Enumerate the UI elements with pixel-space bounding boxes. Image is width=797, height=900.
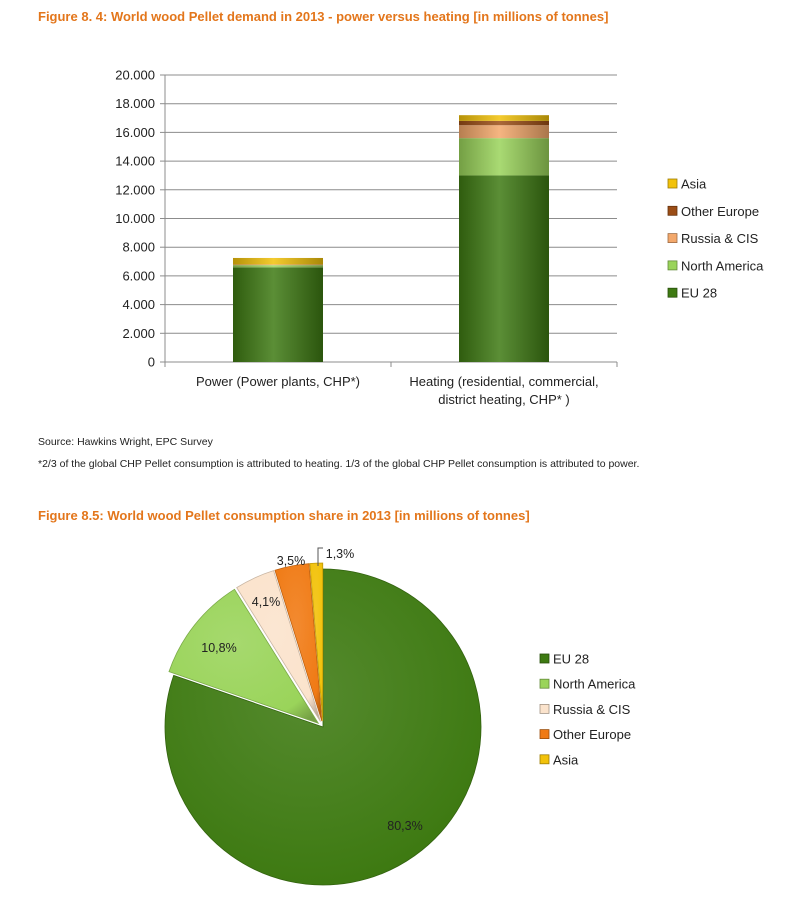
pie-data-label-asia: 1,3% xyxy=(326,547,355,561)
bar-chart: 0 2.000 4.000 6.000 8.000 10.000 12.000 14.000 1… xyxy=(115,68,764,408)
legend-swatch-asia xyxy=(667,178,678,189)
pie-chart-title: Figure 8.5: World wood Pellet consumptio… xyxy=(38,508,530,523)
x-category-label: Power (Power plants, CHP*) xyxy=(196,374,360,389)
bar-segment-asia-heating xyxy=(459,115,549,121)
pie-legend-swatch-eu-28 xyxy=(539,653,550,664)
asia-leader-line xyxy=(317,547,323,566)
pie-slice-russia-and-cis xyxy=(236,570,321,722)
bar-segment-eu-28-power xyxy=(233,267,323,362)
pie-data-label-russia-and-cis: 4,1% xyxy=(252,595,281,609)
bar-segment-russia-and-cis-power xyxy=(233,264,323,266)
pie-slice-north-america xyxy=(168,588,320,725)
bar-segment-other-europe-heating xyxy=(459,120,549,126)
bar-segment-north-america-heating xyxy=(459,138,549,176)
bar-segment-russia-and-cis-heating xyxy=(459,125,549,139)
chp-footnote: *2/3 of the global CHP Pellet consumptio… xyxy=(38,458,640,470)
pie-data-label-eu-28: 80,3% xyxy=(387,819,422,833)
pie-legend-label-russia-and-cis: Russia & CIS xyxy=(553,702,631,717)
legend-swatch-russia-and-cis xyxy=(667,233,678,244)
pie-legend-swatch-other-europe xyxy=(539,729,550,739)
pie-legend-label-eu-28: EU 28 xyxy=(553,652,589,667)
y-tick-label: 6.000 xyxy=(122,268,155,283)
y-tick-label: 16.000 xyxy=(115,125,155,140)
bar-segment-north-america-power xyxy=(233,265,323,268)
legend-label-eu-28: EU 28 xyxy=(681,286,717,301)
y-tick-label: 18.000 xyxy=(115,96,155,111)
y-tick-label: 8.000 xyxy=(122,240,155,255)
pie-slice-asia xyxy=(309,562,324,722)
pie-slice-eu-28 xyxy=(164,568,482,886)
pie-legend-label-asia: Asia xyxy=(553,752,579,767)
pie-slice-other-europe xyxy=(274,563,323,722)
legend-label-other-europe: Other Europe xyxy=(681,204,759,219)
y-tick-label: 2.000 xyxy=(122,326,155,341)
legend-swatch-other-europe xyxy=(667,205,678,216)
bar-segment-eu-28-heating xyxy=(459,175,549,362)
y-tick-label: 12.000 xyxy=(115,182,155,197)
legend-label-russia-and-cis: Russia & CIS xyxy=(681,231,759,246)
legend-swatch-north-america xyxy=(667,260,678,271)
bar-chart-title: Figure 8. 4: World wood Pellet demand in… xyxy=(38,9,609,24)
x-category-label: district heating, CHP* ) xyxy=(438,392,570,407)
y-tick-label: 14.000 xyxy=(115,154,155,169)
pie-legend-swatch-north-america xyxy=(539,678,550,689)
y-tick-label: 10.000 xyxy=(115,211,155,226)
pie-data-label-other-europe: 3,5% xyxy=(277,554,306,568)
y-tick-label: 0 xyxy=(148,355,155,370)
legend-swatch-eu-28 xyxy=(667,287,678,298)
x-category-label: Heating (residential, commercial, xyxy=(409,374,598,389)
legend-label-asia: Asia xyxy=(681,177,707,192)
y-tick-label: 4.000 xyxy=(122,297,155,312)
bar-segment-asia-power xyxy=(233,257,323,265)
pie-legend-swatch-asia xyxy=(539,754,550,765)
y-tick-label: 20.000 xyxy=(115,68,155,83)
pie-data-label-north-america: 10,8% xyxy=(201,641,236,655)
source-note: Source: Hawkins Wright, EPC Survey xyxy=(38,436,213,448)
legend-label-north-america: North America xyxy=(681,258,764,273)
pie-legend-label-north-america: North America xyxy=(553,677,636,692)
pie-legend-swatch-russia-and-cis xyxy=(539,704,550,714)
pie-legend-label-other-europe: Other Europe xyxy=(553,727,631,742)
